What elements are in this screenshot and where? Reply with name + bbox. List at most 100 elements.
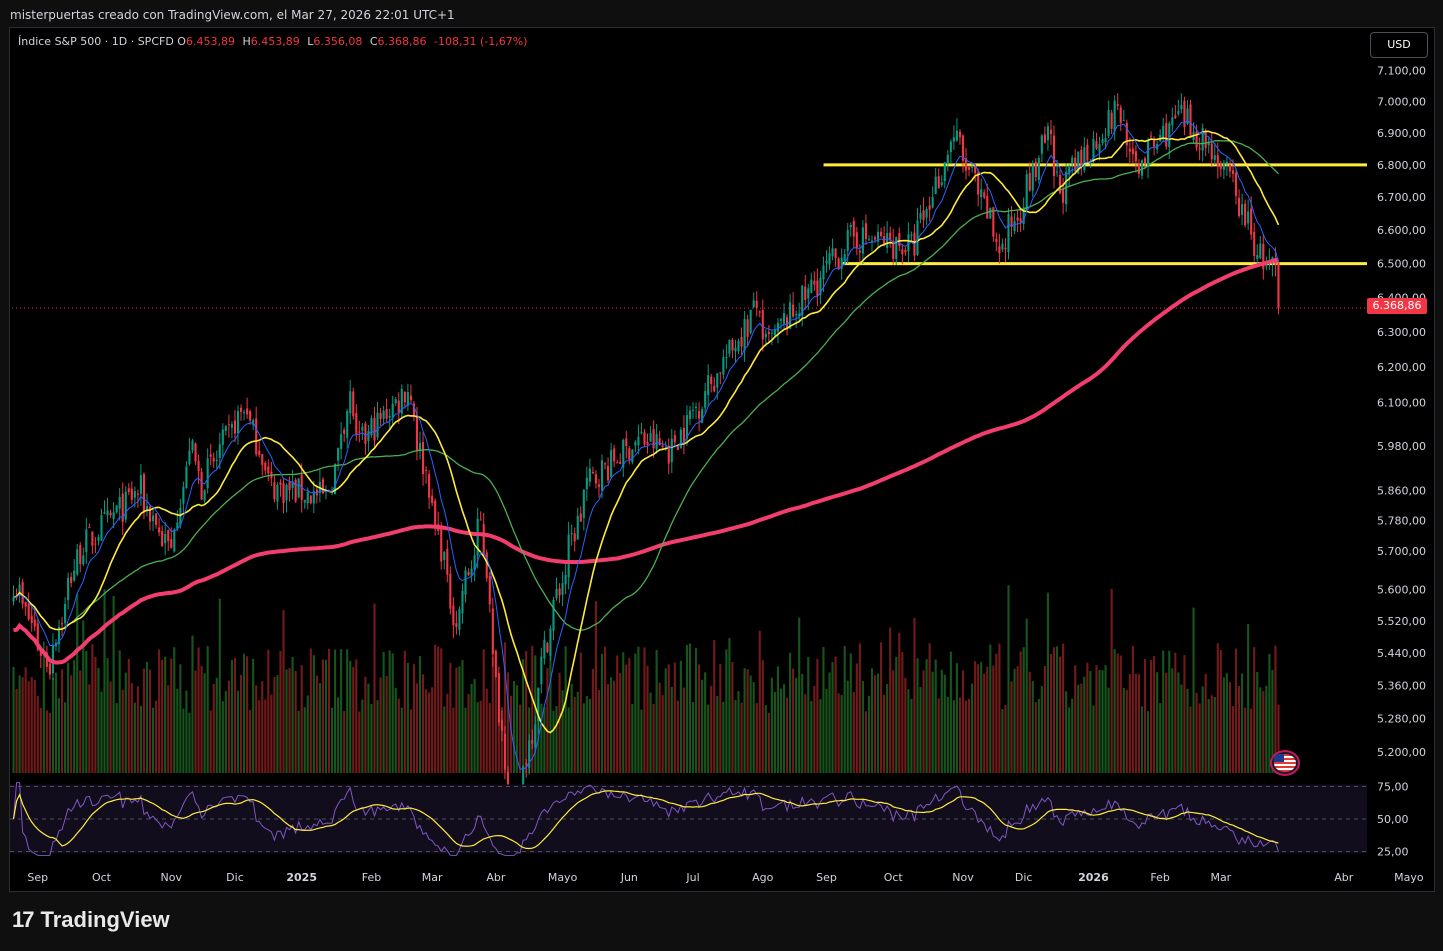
candle-body xyxy=(749,310,752,333)
candle-body xyxy=(989,208,992,219)
volume-bar xyxy=(870,668,874,773)
volume-bar xyxy=(1092,705,1095,773)
candle-body xyxy=(1007,213,1010,252)
volume-bar xyxy=(82,620,85,773)
us-flag-icon[interactable] xyxy=(1270,750,1300,776)
candle-body xyxy=(497,672,500,723)
volume-bar xyxy=(282,610,285,773)
candle-body xyxy=(1083,147,1086,171)
volume-bar xyxy=(867,695,871,773)
candle-body xyxy=(525,763,528,765)
candle-body xyxy=(740,337,743,347)
candle-body xyxy=(367,431,370,442)
candle-body xyxy=(139,475,142,494)
candle-body xyxy=(622,440,625,468)
last-price-tag: 6.368,86 xyxy=(1367,298,1427,314)
candle-body xyxy=(346,411,349,438)
volume-bar xyxy=(810,701,813,773)
candle-body xyxy=(303,499,306,503)
volume-bar xyxy=(1216,643,1219,773)
volume-bar xyxy=(610,677,613,773)
candle-body xyxy=(206,458,209,488)
candle-body xyxy=(861,227,864,254)
rsi-tick-label: 50,00 xyxy=(1377,813,1409,826)
volume-bar xyxy=(555,706,558,773)
volume-bar xyxy=(118,650,121,773)
candle-body xyxy=(758,311,761,313)
candle-body xyxy=(76,549,79,575)
candle-body xyxy=(1113,100,1116,132)
volume-bar xyxy=(1055,646,1059,773)
volume-bar xyxy=(1222,677,1225,773)
volume-bar xyxy=(858,643,861,773)
candle-body xyxy=(704,391,707,408)
candle-body xyxy=(397,400,400,413)
candle-body xyxy=(625,438,628,447)
volume-bar xyxy=(516,685,519,773)
volume-bar xyxy=(685,645,689,773)
candle-body xyxy=(567,534,570,578)
volume-bar xyxy=(749,675,752,773)
candle-body xyxy=(173,529,176,552)
price-tick-label: 5.520,00 xyxy=(1377,615,1426,628)
volume-bar xyxy=(355,659,358,773)
candle-body xyxy=(840,257,843,269)
volume-bar xyxy=(625,664,628,773)
candle-body xyxy=(227,424,230,426)
candle-body xyxy=(852,220,855,237)
candle-body xyxy=(142,474,146,513)
volume-bar xyxy=(746,669,749,773)
candle-body xyxy=(115,505,118,513)
volume-bar xyxy=(873,675,877,773)
volume-bar xyxy=(249,710,252,773)
candle-body xyxy=(731,339,734,351)
candle-body xyxy=(1068,165,1071,175)
candle-body xyxy=(761,310,764,340)
currency-button[interactable]: USD xyxy=(1370,32,1428,58)
volume-bar xyxy=(1125,689,1128,773)
candle-body xyxy=(48,663,51,675)
volume-bar xyxy=(934,659,937,773)
candle-body xyxy=(151,515,155,522)
candle-body xyxy=(185,466,188,489)
volume-bar xyxy=(167,685,170,773)
candle-body xyxy=(634,442,637,446)
volume-bar xyxy=(743,668,746,773)
volume-bar xyxy=(928,643,931,773)
volume-bar xyxy=(597,690,601,773)
candle-body xyxy=(1086,144,1089,161)
candle-body xyxy=(197,460,200,472)
volume-bar xyxy=(12,666,15,773)
candle-body xyxy=(640,431,643,433)
candle-body xyxy=(919,213,922,220)
volume-bar xyxy=(773,691,776,773)
price-tick-label: 5.360,00 xyxy=(1377,680,1426,693)
candle-body xyxy=(1140,160,1144,176)
volume-bar xyxy=(807,656,810,773)
volume-bar xyxy=(346,649,349,773)
volume-bar xyxy=(170,658,173,773)
volume-bar xyxy=(173,647,176,773)
candle-body xyxy=(1034,161,1037,178)
candle-body xyxy=(91,531,94,546)
candle-body xyxy=(910,234,913,236)
volume-bar xyxy=(955,663,958,773)
volume-bar xyxy=(503,642,507,773)
candle-body xyxy=(70,577,73,584)
candle-body xyxy=(355,413,358,435)
tradingview-logo[interactable]: 17 TradingView xyxy=(12,907,170,933)
candle-body xyxy=(676,446,679,450)
candle-body xyxy=(406,392,409,406)
volume-bar xyxy=(252,658,255,773)
volume-bar xyxy=(103,589,106,773)
volume-bar xyxy=(388,650,391,773)
candle-body xyxy=(597,484,601,487)
volume-bar xyxy=(394,687,397,773)
candle-body xyxy=(1031,164,1034,191)
volume-bar xyxy=(964,700,968,773)
candle-body xyxy=(476,518,479,556)
volume-bar xyxy=(537,698,540,773)
volume-bar xyxy=(1116,653,1119,773)
candle-body xyxy=(558,588,561,596)
